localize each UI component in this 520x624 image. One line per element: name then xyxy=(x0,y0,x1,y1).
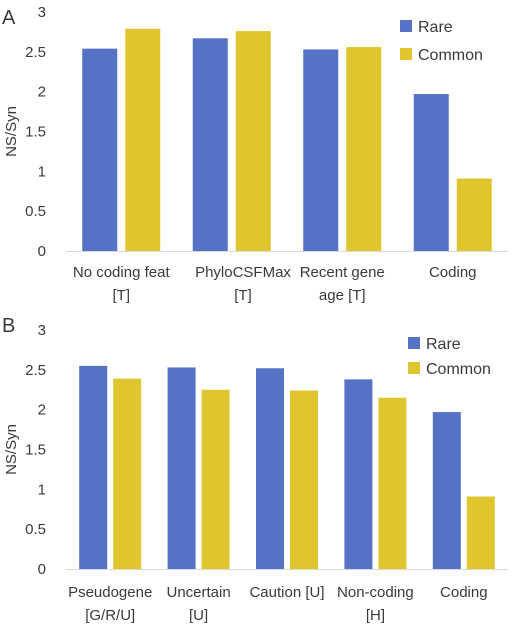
x-tick-label: Pseudogene xyxy=(68,584,152,601)
x-tick-label: [H] xyxy=(366,607,385,624)
y-tick-label: 3 xyxy=(38,322,46,339)
bar-rare-3 xyxy=(303,49,339,252)
y-tick-label: 1.5 xyxy=(25,124,46,141)
bar-rare-1 xyxy=(79,365,108,569)
y-tick-label: 2.5 xyxy=(25,44,46,61)
bar-common-4 xyxy=(378,397,407,569)
y-tick-label: 2 xyxy=(38,402,46,419)
x-tick-label: [T] xyxy=(234,287,252,304)
x-tick-label: Uncertain xyxy=(166,584,230,601)
panel-b: B NS/Syn 0 0.5 1 1.5 2 2.5 3 Pseudogene [G/R/U] Unc… xyxy=(2,315,508,624)
y-tick-label: 0.5 xyxy=(25,521,46,538)
x-tick-label: Recent gene xyxy=(300,264,385,281)
bar-common-4 xyxy=(456,178,492,251)
x-tick-label: [G/R/U] xyxy=(85,607,135,624)
y-tick-label: 1.5 xyxy=(25,442,46,459)
y-tick-label: 1 xyxy=(38,481,46,498)
y-axis-label: NS/Syn xyxy=(3,106,20,157)
x-tick-label: Non-coding xyxy=(337,584,414,601)
x-tick-label: [T] xyxy=(113,287,131,304)
bar-common-2 xyxy=(235,31,271,252)
x-tick-label: [U] xyxy=(189,607,208,624)
legend-label-common: Common xyxy=(418,47,483,64)
legend-swatch-rare xyxy=(408,337,420,349)
bar-common-2 xyxy=(201,389,230,569)
y-tick-label: 0 xyxy=(38,243,46,260)
x-tick-label: Caution [U] xyxy=(249,584,324,601)
bar-common-1 xyxy=(125,28,161,252)
x-tick-label: age [T] xyxy=(319,287,366,304)
bar-rare-2 xyxy=(167,367,196,569)
panel-label: A xyxy=(2,7,16,29)
bar-common-3 xyxy=(346,47,382,252)
legend-label-common: Common xyxy=(426,361,491,378)
legend-label-rare: Rare xyxy=(426,336,461,353)
legend-swatch-rare xyxy=(400,20,412,32)
bar-rare-3 xyxy=(256,368,284,569)
x-tick-label: Coding xyxy=(429,264,477,281)
y-tick-label: 0.5 xyxy=(25,203,46,220)
y-tick-label: 1 xyxy=(38,163,46,180)
x-tick-label: Coding xyxy=(440,584,488,601)
bar-common-1 xyxy=(113,378,142,569)
bar-rare-4 xyxy=(344,379,373,569)
bar-rare-5 xyxy=(432,412,461,569)
legend-swatch-common xyxy=(408,362,420,374)
bar-common-3 xyxy=(290,390,318,569)
y-tick-label: 2.5 xyxy=(25,362,46,379)
panel-a: A NS/Syn 0 0.5 1 1.5 2 2.5 3 No coding feat [T] Phy… xyxy=(2,4,508,304)
legend-swatch-common xyxy=(400,48,412,60)
y-tick-label: 3 xyxy=(38,4,46,21)
bar-rare-4 xyxy=(413,94,449,251)
bar-common-5 xyxy=(466,496,495,569)
x-tick-label: PhyloCSFMax xyxy=(195,264,291,281)
bar-rare-1 xyxy=(82,48,118,251)
y-tick-label: 2 xyxy=(38,84,46,101)
legend-label-rare: Rare xyxy=(418,19,453,36)
panel-label: B xyxy=(2,315,15,337)
x-tick-label: No coding feat xyxy=(73,264,171,281)
y-tick-label: 0 xyxy=(38,561,46,578)
y-axis-label: NS/Syn xyxy=(3,424,20,475)
bar-rare-2 xyxy=(192,38,228,251)
